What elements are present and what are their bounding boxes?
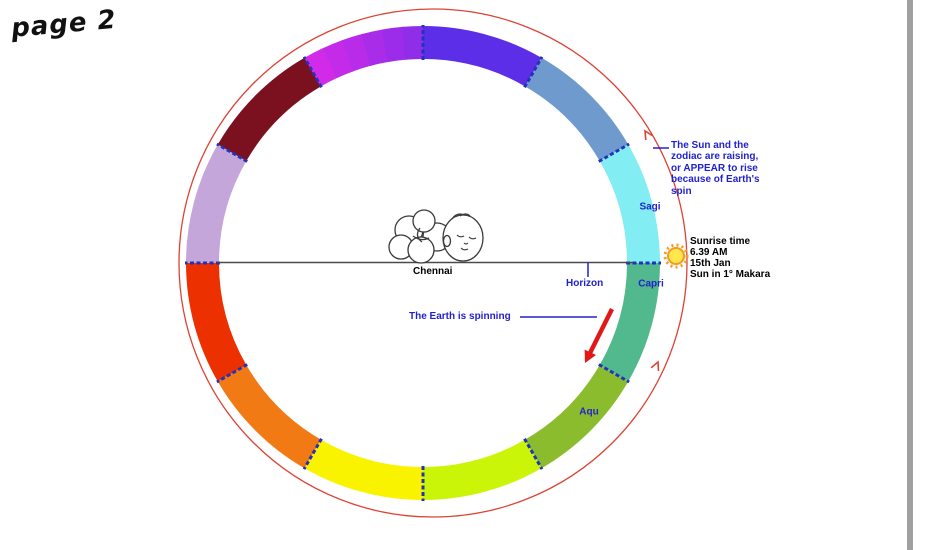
zodiac-sign-label: Capri: [638, 278, 664, 290]
horizon-label: Horizon: [566, 278, 604, 289]
sun-rising-note: The Sun and the zodiac are raising, or A…: [671, 140, 760, 197]
segment-divider: [523, 56, 544, 88]
page-edge-bar: [907, 0, 913, 550]
rising-direction-arrow-icon: [644, 129, 654, 140]
zodiac-segment: [304, 47, 338, 87]
zodiac-segment: [402, 26, 425, 60]
city-label: Chennai: [413, 266, 453, 277]
segment-divider: [598, 142, 630, 163]
zodiac-segment: [423, 439, 542, 500]
earth-spin-arrow-icon: [584, 307, 615, 363]
earth-spinning-label: The Earth is spinning: [409, 311, 511, 322]
segment-divider: [216, 363, 248, 384]
zodiac-segment: [186, 263, 247, 382]
sun-icon: [663, 243, 689, 269]
zodiac-sign-label: Aqu: [579, 406, 599, 418]
zodiac-segment: [361, 29, 389, 66]
baby-figure: [388, 209, 484, 264]
zodiac-segment: [381, 26, 407, 63]
zodiac-ring: [185, 25, 661, 501]
segment-divider: [302, 56, 323, 88]
sunrise-time-note: Sunrise time 6.39 AM 15th Jan Sun in 1° …: [690, 236, 771, 280]
outer-rotation-circle: [178, 8, 688, 518]
segment-divider: [523, 438, 544, 470]
zodiac-segment: [217, 365, 321, 469]
zodiac-sign-label: Sagi: [639, 201, 661, 213]
zodiac-segment: [423, 26, 542, 87]
zodiac-segment: [525, 57, 629, 161]
segment-divider: [598, 363, 630, 384]
segment-divider: [216, 142, 248, 163]
rising-direction-arrow-icon: [650, 360, 660, 372]
zodiac-segment: [525, 365, 629, 469]
zodiac-segment: [599, 144, 660, 263]
zodiac-segment: [186, 144, 247, 263]
zodiac-segment: [217, 57, 321, 161]
zodiac-segment: [341, 33, 372, 72]
zodiac-segment: [599, 263, 660, 382]
segment-divider: [302, 438, 323, 470]
zodiac-segment: [304, 439, 423, 500]
